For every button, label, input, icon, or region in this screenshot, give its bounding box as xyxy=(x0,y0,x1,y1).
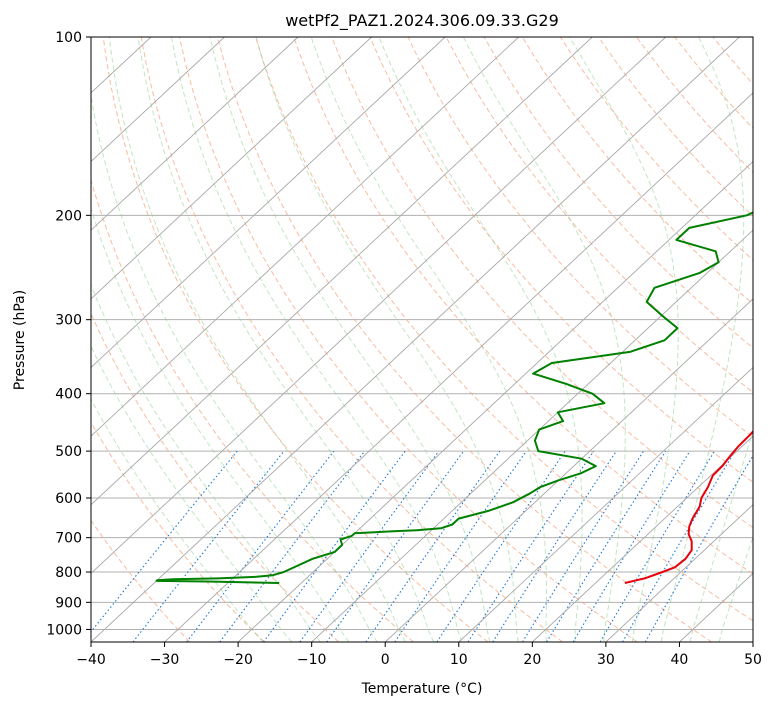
moist-adiabat-line xyxy=(108,37,406,642)
moist-adiabat-line xyxy=(170,37,463,642)
dewpoint-trace xyxy=(155,211,753,584)
dry-adiabat-line xyxy=(407,37,753,438)
moist-adiabat-line xyxy=(91,206,350,642)
moist-adiabat-line xyxy=(91,283,321,642)
x-tick-label: −10 xyxy=(297,652,327,668)
y-tick-label: 100 xyxy=(55,30,82,46)
x-tick-label: 10 xyxy=(450,652,468,668)
dry-adiabat-line xyxy=(91,519,191,642)
dry-adiabat-line xyxy=(91,421,265,642)
isotherm-line xyxy=(532,435,753,642)
isotherm-line xyxy=(91,37,740,642)
moist-adiabat-line xyxy=(91,398,264,642)
x-tick-label: −20 xyxy=(223,652,253,668)
y-tick-label: 1000 xyxy=(46,622,82,638)
dry-adiabat-line xyxy=(91,312,340,642)
moist-adiabat-line xyxy=(310,37,547,642)
plot-frame xyxy=(90,36,754,643)
mixing-ratio-line xyxy=(299,450,440,642)
x-tick-label: −30 xyxy=(150,652,180,668)
y-tick-label: 500 xyxy=(55,444,82,460)
x-tick-label: 30 xyxy=(597,652,615,668)
isotherm-line xyxy=(605,504,753,642)
mixing-ratio-line xyxy=(219,450,366,642)
y-tick-label: 300 xyxy=(55,313,82,329)
x-tick-label: 20 xyxy=(523,652,541,668)
dry-adiabat-line xyxy=(217,37,713,642)
y-tick-label: 800 xyxy=(55,565,82,581)
dry-adiabat-line xyxy=(255,37,753,622)
moist-adiabat-line xyxy=(660,37,745,642)
isotherm-line xyxy=(458,366,753,642)
isobar-gridlines xyxy=(91,37,753,630)
dry-adiabat-line xyxy=(140,37,563,642)
isotherm-line xyxy=(164,92,753,642)
moist-adiabat-line xyxy=(91,345,293,642)
y-tick-label: 400 xyxy=(55,387,82,403)
x-axis: −40 −30 −20 −10 0 10 20 30 40 50 xyxy=(76,642,762,668)
isotherm-line xyxy=(91,37,225,163)
y-axis: 1000 900 800 700 600 500 400 300 200 100 xyxy=(46,30,91,638)
isotherm-line xyxy=(91,37,372,300)
mixing-ratio-line xyxy=(91,450,238,633)
moist-adiabat-line xyxy=(91,93,378,642)
moist-adiabat-line xyxy=(689,428,753,642)
isotherm-line xyxy=(91,37,667,574)
mixing-ratio-line xyxy=(326,450,465,642)
y-axis-label: Pressure (hPa) xyxy=(12,290,28,390)
x-tick-label: 0 xyxy=(381,652,390,668)
temperature-trace xyxy=(624,430,753,584)
dry-adiabat-line xyxy=(293,37,753,575)
moist-adiabat-line xyxy=(569,37,679,642)
isotherm-line xyxy=(91,37,520,437)
isotherm-line xyxy=(311,229,753,642)
isotherm-line xyxy=(384,298,753,642)
isotherm-line xyxy=(91,37,299,231)
mixing-ratio-line xyxy=(263,450,406,642)
mixing-ratio-line xyxy=(572,450,691,642)
y-tick-label: 900 xyxy=(55,595,82,611)
sounding-traces xyxy=(155,211,753,584)
mixing-ratio-line xyxy=(436,450,566,642)
y-tick-label: 700 xyxy=(55,531,82,547)
mixing-ratio-line xyxy=(467,450,595,642)
isotherm-line xyxy=(237,160,753,642)
isotherms xyxy=(91,37,753,642)
x-tick-label: 50 xyxy=(744,652,762,668)
mixing-ratio-line xyxy=(365,450,501,642)
y-tick-label: 200 xyxy=(55,208,82,224)
chart-title: wetPf2_PAZ1.2024.306.09.33.G29 xyxy=(285,11,559,31)
moist-adiabat-line xyxy=(137,37,435,642)
x-axis-label: Temperature (°C) xyxy=(361,681,483,697)
isotherm-line xyxy=(91,37,593,506)
x-tick-label: −40 xyxy=(76,652,106,668)
dry-adiabat-line xyxy=(178,37,638,642)
plot-area xyxy=(91,37,753,642)
isotherm-line xyxy=(91,37,446,369)
dry-adiabat-line xyxy=(102,37,489,642)
x-tick-label: 40 xyxy=(671,652,689,668)
mixing-ratio-line xyxy=(522,450,645,642)
moist-adiabat-line xyxy=(209,37,491,642)
y-tick-label: 600 xyxy=(55,491,82,507)
